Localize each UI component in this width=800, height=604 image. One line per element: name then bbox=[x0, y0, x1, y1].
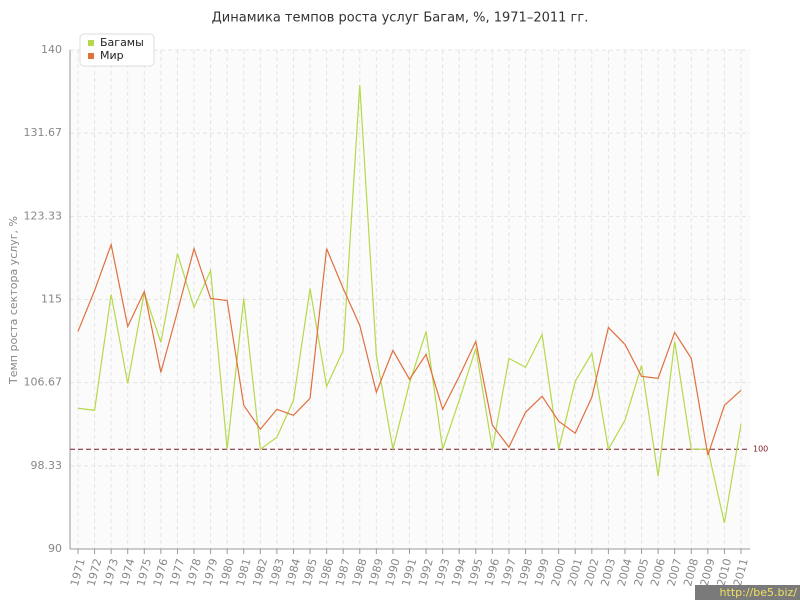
legend-swatch bbox=[88, 40, 94, 46]
legend-label: Мир bbox=[100, 49, 124, 62]
series-line bbox=[77, 242, 742, 456]
y-tick-label: 123.33 bbox=[24, 209, 63, 222]
y-tick-label: 131.67 bbox=[24, 126, 63, 139]
legend-label: Багамы bbox=[100, 36, 144, 49]
reference-label: 100 bbox=[753, 445, 768, 454]
legend-swatch bbox=[88, 53, 94, 59]
y-tick-label: 106.67 bbox=[24, 376, 63, 389]
y-axis-label: Темп роста сектора услуг, % bbox=[7, 216, 20, 385]
legend-box bbox=[79, 33, 155, 67]
y-tick-label: 90 bbox=[48, 542, 62, 555]
series-line bbox=[77, 84, 742, 524]
y-tick-label: 98.33 bbox=[31, 459, 63, 472]
x-tick-label: 2011 bbox=[731, 557, 751, 587]
y-tick-label: 115 bbox=[41, 293, 62, 306]
watermark-bg bbox=[695, 585, 800, 600]
chart-title: Динамика темпов роста услуг Багам, %, 19… bbox=[212, 11, 589, 26]
watermark: http://be5.biz/ bbox=[720, 586, 798, 599]
y-tick-label: 140 bbox=[41, 43, 62, 56]
